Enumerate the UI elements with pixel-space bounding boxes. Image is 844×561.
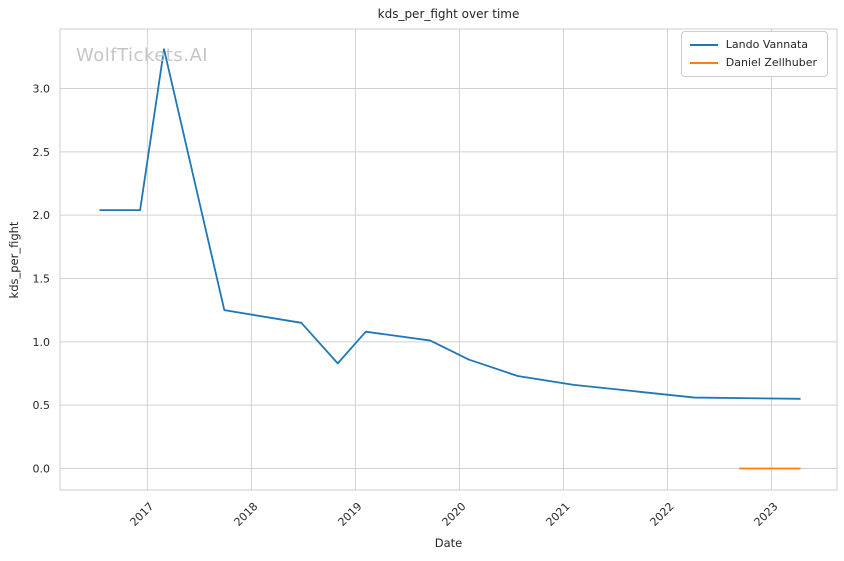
x-tick-label: 2022 [648,500,677,529]
legend-item: Daniel Zellhuber [689,55,817,70]
chart-title: kds_per_fight over time [377,7,520,21]
y-tick-label: 1.0 [33,336,51,349]
x-axis-label: Date [434,536,463,550]
y-tick-label: 2.5 [33,146,51,159]
legend-line-swatch-lando-vannata [689,43,718,46]
x-tick-label: 2018 [232,500,261,529]
x-tick-label: 2020 [440,500,469,529]
legend-line-swatch-daniel-zellhuber [689,61,718,64]
plot-border [59,28,838,491]
y-tick-label: 0.0 [33,462,51,475]
legend-item: Lando Vannata [689,37,817,52]
y-axis-label: kds_per_fight [7,221,21,299]
x-tick-label: 2019 [336,500,365,529]
y-tick-label: 0.5 [33,399,51,412]
y-tick-label: 2.0 [33,209,51,222]
y-tick-label: 3.0 [33,83,51,96]
x-tick-label: 2021 [544,500,573,529]
x-tick-label: 2017 [128,500,157,529]
series-line-lando-vannata [99,48,801,400]
legend-label: Daniel Zellhuber [725,56,817,69]
y-tick-label: 1.5 [33,272,51,285]
watermark: WolfTickets.AI [76,45,209,66]
legend: Lando Vannata Daniel Zellhuber [680,31,828,77]
legend-label: Lando Vannata [725,38,808,51]
x-tick-label: 2023 [752,500,781,529]
